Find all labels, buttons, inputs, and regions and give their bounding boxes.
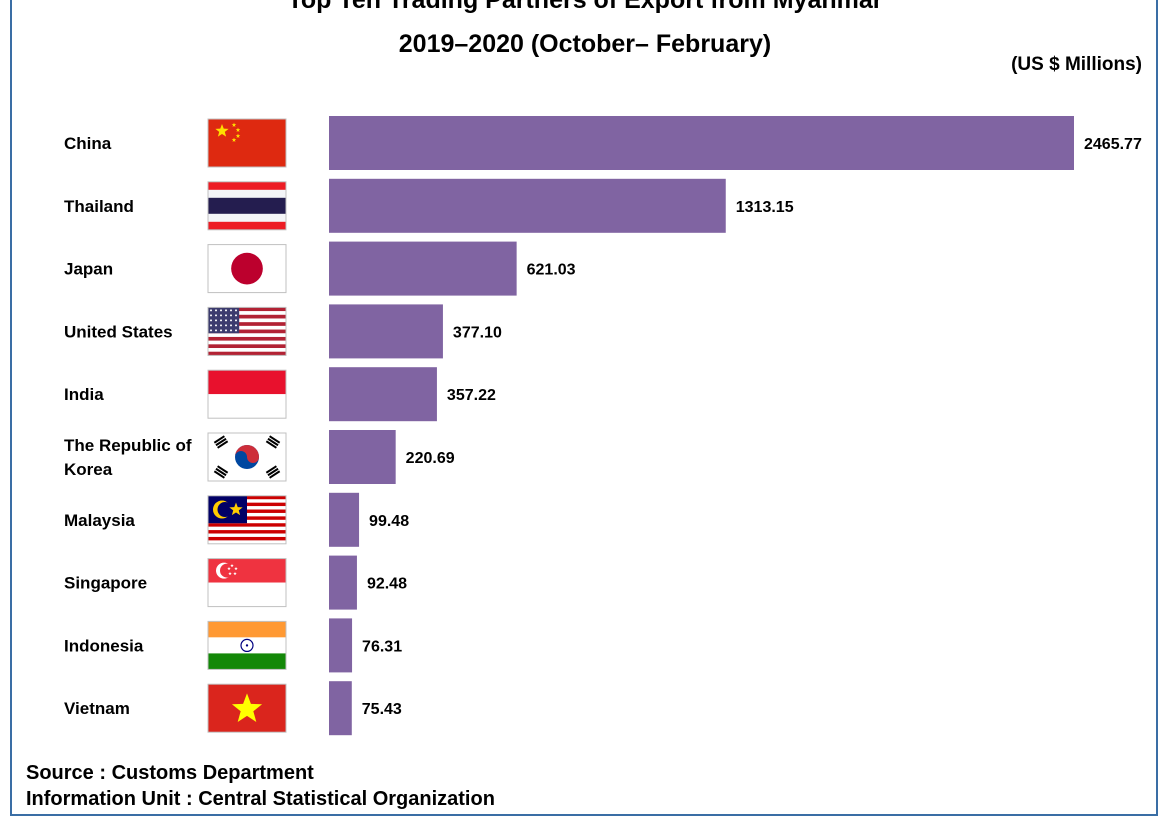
country-label: Singapore [64,574,147,593]
bar [329,681,352,736]
china-flag-icon [207,118,287,168]
singapore-flag-icon [207,558,287,608]
chart-title: Top Ten Trading Partners of Export from … [287,0,883,14]
country-label: Vietnam [64,699,130,718]
value-label: 1313.15 [736,199,794,216]
india-flag-icon [207,369,287,419]
bar [329,304,443,359]
country-label: Japan [64,260,113,279]
value-label: 75.43 [362,701,402,718]
vietnam-flag-icon [207,683,287,733]
value-label: 377.10 [453,324,502,341]
country-label: Malaysia [64,511,135,530]
bar [329,241,517,296]
value-label: 92.48 [367,576,407,593]
bar [329,178,726,233]
bar [329,492,360,547]
bar [329,367,437,422]
source-line: Source : Customs Department [26,762,314,784]
united-states-flag-icon [207,306,287,356]
value-label: 2465.77 [1084,136,1142,153]
malaysia-flag-icon [207,495,287,545]
korea-flag-icon [207,432,287,482]
bar [329,116,1074,170]
country-label: The Republic of Korea [64,436,192,479]
unit-label: (US $ Millions) [1011,54,1142,75]
bar [329,430,396,484]
japan-flag-icon [207,244,287,294]
value-label: 220.69 [406,450,455,467]
organization-line: Information Unit : Central Statistical O… [26,788,495,810]
indonesia-flag-icon [207,620,287,670]
bar [329,618,353,673]
bar [329,555,357,610]
country-label: United States [64,322,173,341]
country-label: Indonesia [64,636,144,655]
country-label: China [64,134,112,153]
thailand-flag-icon [207,181,287,231]
value-label: 99.48 [369,513,409,530]
value-label: 621.03 [527,262,576,279]
country-label: Thailand [64,197,134,216]
country-label: India [64,385,104,404]
value-label: 357.22 [447,387,496,404]
chart-subtitle: 2019–2020 (October– February) [398,30,772,58]
source-note: Source : Customs Department Information … [26,760,495,812]
value-label: 76.31 [362,638,402,655]
